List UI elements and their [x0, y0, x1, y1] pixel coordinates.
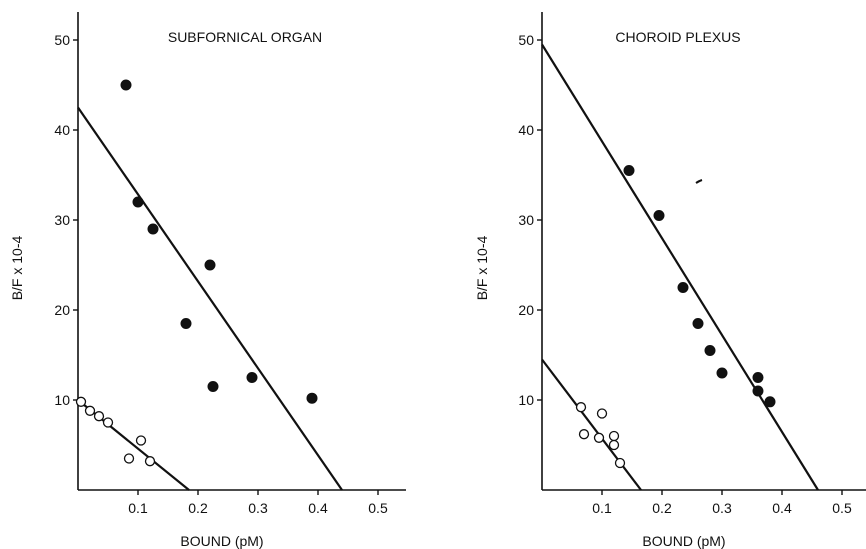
- y-tick-label: 30: [54, 212, 70, 228]
- y-tick-label: 30: [518, 212, 534, 228]
- data-point-filled: [246, 372, 258, 383]
- regression-line: [77, 106, 343, 491]
- data-point-open: [135, 435, 147, 446]
- x-tick-label: 0.3: [248, 500, 268, 516]
- x-tick-label: 0.5: [368, 500, 388, 516]
- x-axis-label: BOUND (pM): [642, 533, 725, 549]
- data-point-filled: [653, 210, 665, 221]
- x-tick-label: 0.3: [712, 500, 732, 516]
- data-point-open: [614, 457, 626, 469]
- data-point-open: [578, 429, 590, 440]
- data-point-filled: [120, 79, 132, 91]
- y-tick-label: 40: [518, 122, 534, 138]
- panel-subfornical-organ: 10 20 30 40 50 0.1 0.2 0.3 0.4 0.5 SUBFORNICAL ORG…: [9, 12, 406, 549]
- data-point-open: [608, 439, 620, 451]
- data-point-filled: [752, 385, 764, 397]
- y-tick-label: 10: [518, 392, 534, 408]
- data-point-filled: [764, 396, 776, 408]
- data-point-filled: [207, 381, 219, 392]
- y-axis-label: B/F x 10-4: [9, 236, 25, 301]
- x-tick-label: 0.2: [188, 500, 208, 516]
- data-point-filled: [752, 372, 764, 383]
- data-point-filled: [132, 196, 144, 208]
- x-tick-label: 0.4: [772, 500, 792, 516]
- data-point-filled: [716, 367, 728, 379]
- y-tick-label: 10: [54, 392, 70, 408]
- data-point-filled: [677, 282, 689, 293]
- chart-title: CHOROID PLEXUS: [615, 29, 740, 45]
- x-tick-label: 0.2: [652, 500, 672, 516]
- data-point-filled: [204, 259, 216, 271]
- x-axis-label: BOUND (pM): [180, 533, 263, 549]
- y-tick-label: 40: [54, 122, 70, 138]
- y-tick-label: 20: [54, 302, 70, 318]
- data-point-filled: [692, 318, 704, 329]
- x-tick-label: 0.1: [592, 500, 612, 516]
- y-tick-label: 50: [54, 32, 70, 48]
- data-point-open: [102, 417, 114, 428]
- scan-artifact: [695, 179, 703, 184]
- x-tick-label: 0.5: [832, 500, 852, 516]
- data-point-open: [123, 453, 135, 464]
- panel-choroid-plexus: 10 20 30 40 50 0.1 0.2 0.3 0.4 0.5 CHOROID PLEXUS B…: [474, 12, 866, 549]
- y-tick-label: 20: [518, 302, 534, 318]
- data-point-open: [93, 411, 105, 422]
- x-tick-label: 0.1: [128, 500, 148, 516]
- data-point-open: [593, 432, 605, 443]
- data-point-filled: [623, 165, 635, 176]
- data-point-filled: [704, 345, 716, 356]
- y-tick-label: 50: [518, 32, 534, 48]
- chart-title: SUBFORNICAL ORGAN: [168, 29, 322, 45]
- data-point-filled: [180, 318, 192, 329]
- data-point-open: [84, 405, 96, 416]
- x-tick-label: 0.4: [308, 500, 328, 516]
- regression-line: [541, 43, 819, 491]
- regression-line: [541, 358, 642, 491]
- data-point-open: [608, 430, 620, 442]
- data-point-filled: [306, 392, 318, 404]
- data-point-open: [575, 402, 587, 413]
- data-point-open: [596, 408, 608, 419]
- y-axis-label: B/F x 10-4: [474, 236, 490, 301]
- data-point-open: [144, 456, 156, 467]
- data-point-filled: [147, 223, 159, 235]
- data-point-open: [75, 396, 87, 407]
